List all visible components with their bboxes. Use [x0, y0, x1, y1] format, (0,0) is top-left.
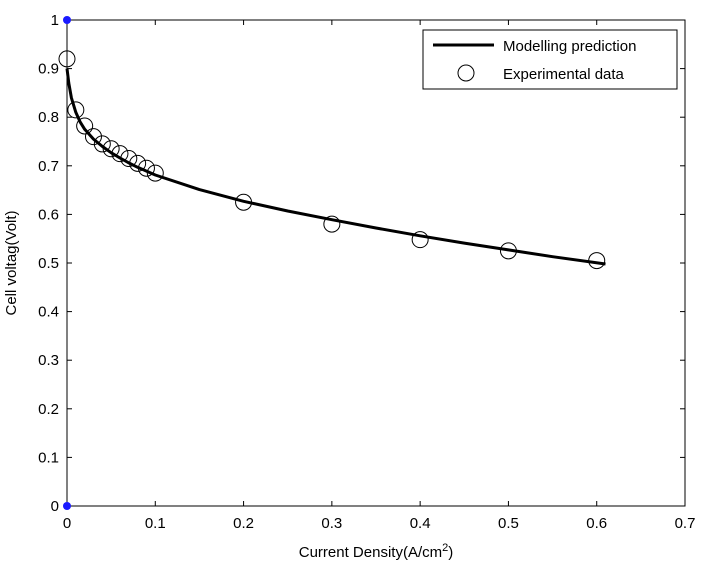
data-point-experimental: [411, 231, 429, 249]
y-tick-label: 0.1: [38, 449, 59, 466]
data-point-experimental: [76, 117, 94, 135]
data-point-experimental: [323, 215, 341, 233]
y-tick-label: 0.4: [38, 304, 59, 321]
data-point-experimental: [588, 252, 606, 270]
data-point-experimental: [102, 140, 120, 158]
x-tick-label: 0.7: [675, 515, 696, 532]
x-tick-label: 0.4: [410, 515, 431, 532]
legend-label-experimental: Experimental data: [503, 66, 625, 83]
legend-circle-sample: [457, 64, 475, 82]
x-tick-label: 0.5: [498, 515, 519, 532]
x-tick-label: 0: [63, 515, 71, 532]
x-tick-label: 0.1: [145, 515, 166, 532]
y-axis-ticks: 0 0.1 0.2 0.3 0.4 0.5 0.6 0.7 0.8 0.9 1: [38, 12, 685, 515]
x-axis-label-superscript: 2: [442, 542, 448, 554]
y-tick-label: 0.2: [38, 401, 59, 418]
highlight-point: [63, 16, 71, 24]
y-axis-label: Cell voltag(Volt): [3, 210, 20, 315]
data-point-experimental: [120, 150, 138, 168]
legend: Modelling prediction Experimental data: [422, 29, 678, 90]
y-tick-label: 0.9: [38, 61, 59, 78]
data-point-experimental: [129, 154, 147, 172]
y-tick-label: 1: [51, 12, 59, 29]
y-tick-label: 0.5: [38, 255, 59, 272]
series-line-modelling-prediction: [65, 68, 606, 266]
y-tick-label: 0: [51, 498, 59, 515]
data-point-experimental: [137, 159, 155, 177]
y-tick-label: 0.8: [38, 109, 59, 126]
data-point-experimental: [146, 164, 164, 182]
legend-box: [422, 29, 678, 90]
data-point-experimental: [84, 128, 102, 146]
data-point-experimental: [58, 50, 76, 68]
highlight-layer: [63, 16, 71, 510]
data-point-experimental: [67, 101, 85, 119]
x-tick-label: 0.3: [321, 515, 342, 532]
x-axis-ticks: 0 0.1 0.2 0.3 0.4 0.5 0.6 0.7: [63, 20, 696, 532]
series-layer: [58, 50, 606, 270]
y-tick-label: 0.7: [38, 158, 59, 175]
data-point-experimental: [499, 242, 517, 260]
legend-label-modelling: Modelling prediction: [503, 38, 636, 55]
data-point-experimental: [93, 135, 111, 153]
data-point-experimental: [235, 193, 253, 211]
data-point-experimental: [111, 145, 129, 163]
y-tick-label: 0.3: [38, 352, 59, 369]
x-tick-label: 0.2: [233, 515, 254, 532]
x-axis-label-text: Current Density(A/cm: [299, 544, 442, 561]
y-tick-label: 0.6: [38, 206, 59, 223]
highlight-point: [63, 502, 71, 510]
x-axis-label: Current Density(A/cm2): [299, 542, 454, 561]
x-axis-label-suffix: ): [448, 544, 453, 561]
x-tick-label: 0.6: [586, 515, 607, 532]
